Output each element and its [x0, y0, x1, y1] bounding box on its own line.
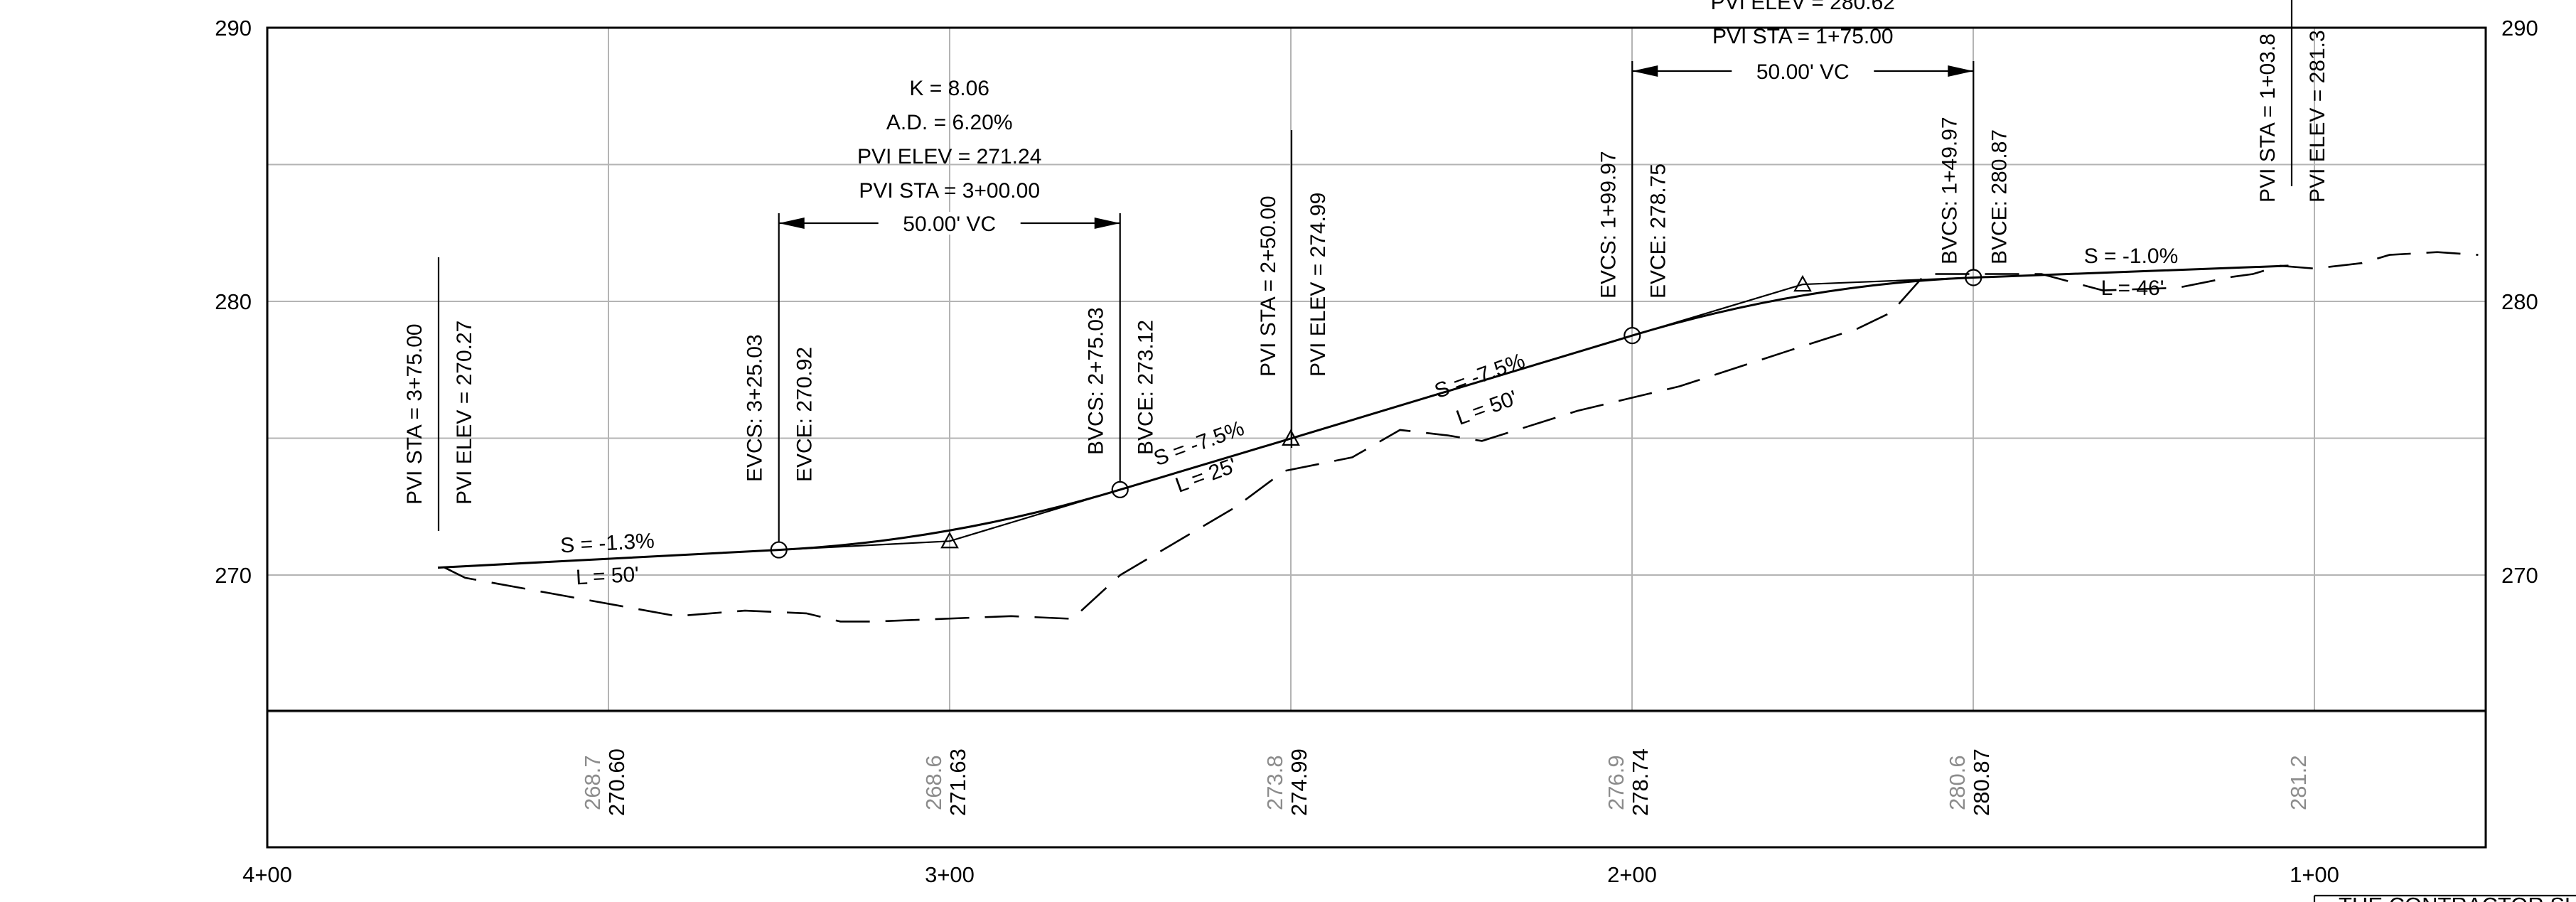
elevation-tick-label-right: 280	[2501, 289, 2538, 314]
vc-bvc-elevation-label: BVCE: 280.87	[1987, 129, 2011, 264]
station-tick-label: 4+00	[242, 862, 292, 887]
vc-bvc-elevation-label: BVCE: 273.12	[1134, 320, 1158, 455]
vertical-curve-tangents-1	[778, 488, 1121, 551]
vc-bvc-station-label: BVCS: 2+75.03	[1085, 307, 1108, 455]
vc-length-label: 50.00' VC	[1756, 60, 1850, 84]
vc-arrowhead-left	[778, 218, 805, 229]
pvi-station-label: PVI STA = 1+03.8	[2256, 33, 2280, 203]
profile-axes: 290 290 280 280 270 270 4+00 3+00 2+00 1+00	[215, 16, 2538, 887]
profile-border	[266, 26, 2487, 849]
vc-length-label: 50.00' VC	[903, 213, 996, 236]
vc-bvc-station-label: BVCS: 1+49.97	[1938, 117, 1961, 264]
table-proposed-elevation: 280.87	[1969, 748, 1994, 816]
pvi-marker	[940, 531, 959, 549]
curve-point-marker	[1111, 480, 1129, 498]
table-existing-elevation: 268.7	[580, 755, 605, 810]
note-text: THE CONTRACTOR SHAL	[2339, 893, 2576, 902]
vc-evc-station-label: EVCS: 1+99.97	[1596, 151, 1620, 299]
table-existing-elevation: 281.2	[2286, 755, 2311, 810]
elevation-tick-label-left: 280	[215, 289, 252, 314]
elevation-table: 268.7 270.60 268.6 271.63 273.8 274.99 276.9 27…	[580, 748, 2311, 816]
vc-arrowhead-right	[1948, 65, 1974, 77]
pvi-marker	[1793, 274, 1812, 292]
table-existing-elevation: 273.8	[1262, 755, 1287, 810]
profile-frame	[266, 26, 2487, 849]
pvi-station-label: PVI STA = 2+50.00	[1257, 195, 1280, 377]
note-box: THE CONTRACTOR SHAL	[2313, 893, 2576, 902]
segment-length-label: L = 46'	[2101, 276, 2164, 300]
vc-arrowhead-right	[1094, 218, 1120, 229]
segment-length-label: L = 50'	[575, 563, 639, 590]
pvi-elevation-label: PVI ELEV = 281.3	[2306, 30, 2329, 203]
existing-ground-line	[444, 251, 2479, 623]
station-tick-label: 3+00	[925, 862, 975, 887]
station-tick-label: 2+00	[1607, 862, 1657, 887]
elevation-tick-label-left: 270	[215, 563, 252, 588]
vc-pvi-elev-label: PVI ELEV = 271.24	[857, 145, 1041, 168]
vc-pvi-sta-label: PVI STA = 3+00.00	[859, 179, 1040, 203]
segment-slope-label: S = -1.0%	[2084, 245, 2179, 268]
station-tick-label: 1+00	[2290, 862, 2339, 887]
vc-length-label-mask	[878, 212, 1021, 235]
vc-evc-station-label: EVCS: 3+25.03	[744, 334, 767, 482]
pvi-station-label: PVI STA = 3+75.00	[403, 323, 426, 505]
vc-k-label: K = 8.06	[909, 77, 989, 100]
table-existing-elevation: 268.6	[921, 755, 946, 810]
vc-pvi-elev-label: PVI ELEV = 280.62	[1711, 0, 1895, 14]
curve-point-marker	[1965, 269, 1982, 286]
table-existing-elevation: 276.9	[1604, 755, 1628, 810]
elevation-tick-label-left: 290	[215, 16, 252, 41]
elevation-tick-label-right: 290	[2501, 16, 2538, 41]
table-existing-elevation: 280.6	[1945, 755, 1970, 810]
table-proposed-elevation: 271.63	[945, 748, 970, 816]
table-proposed-elevation: 274.99	[1287, 748, 1311, 816]
pvi-elevation-label: PVI ELEV = 270.27	[453, 321, 476, 505]
table-proposed-elevation: 278.74	[1628, 748, 1653, 816]
vc-evc-elevation-label: EVCE: 278.75	[1646, 163, 1670, 299]
table-proposed-elevation: 270.60	[604, 748, 629, 816]
vc-arrowhead-left	[1632, 65, 1658, 77]
vc-evc-elevation-label: EVCE: 270.92	[793, 347, 817, 482]
elevation-tick-label-right: 270	[2501, 563, 2538, 588]
curve-point-marker	[1624, 327, 1641, 345]
vc-ad-label: A.D. = 6.20%	[886, 111, 1013, 134]
vc-pvi-sta-label: PVI STA = 1+75.00	[1712, 25, 1894, 48]
segment-slope-label: S = -1.3%	[559, 530, 655, 558]
pvi-elevation-label: PVI ELEV = 274.99	[1306, 193, 1330, 377]
existing-ground-polyline	[444, 251, 2479, 623]
vc-length-label-mask	[1732, 60, 1874, 82]
vertical-curve-tangents-2	[1631, 276, 1974, 337]
curve-point-marker	[770, 541, 788, 559]
